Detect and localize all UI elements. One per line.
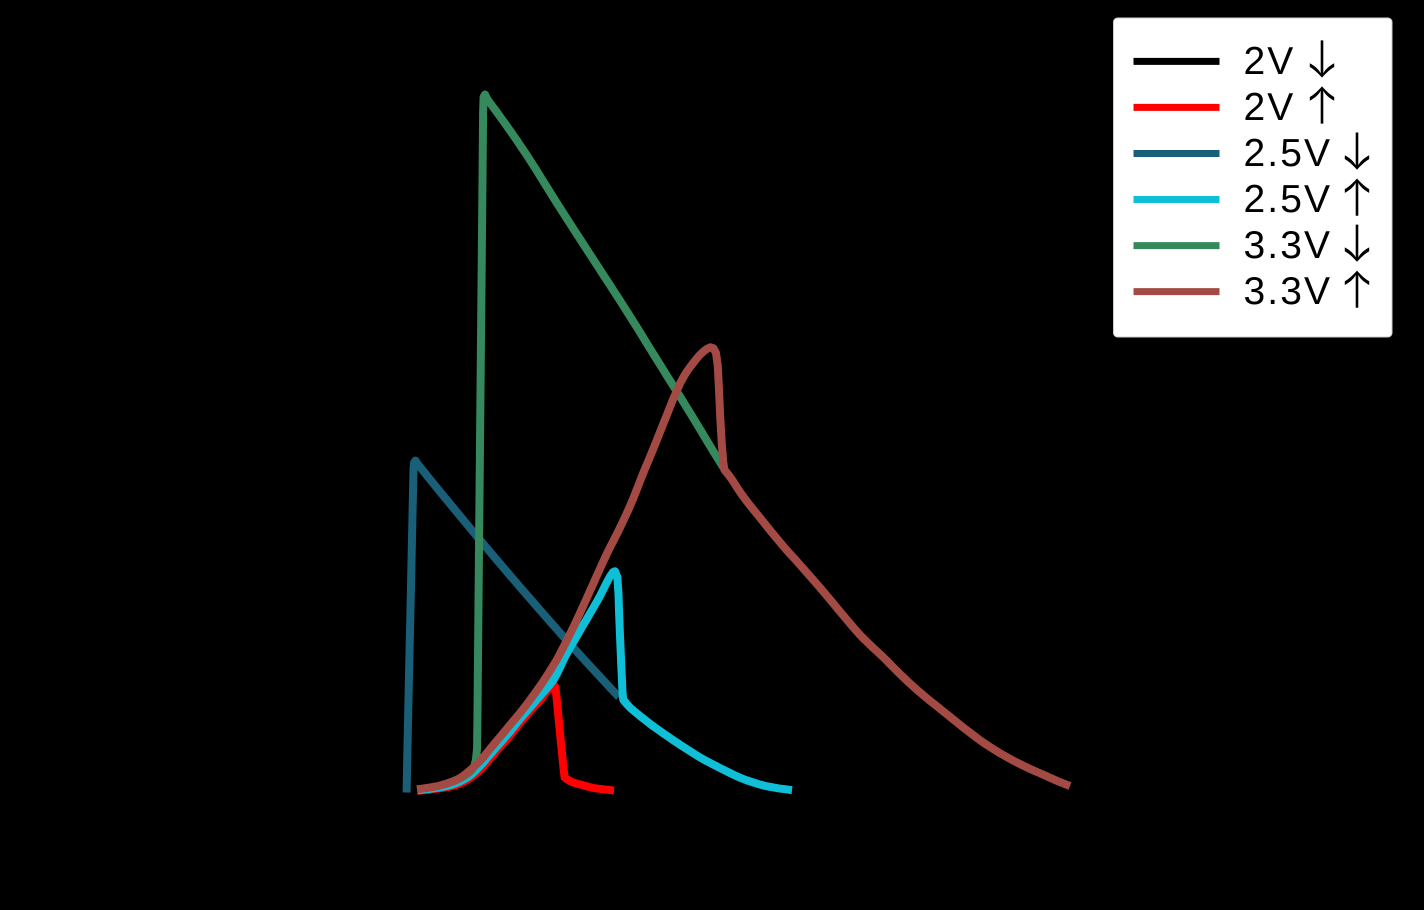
svg-text:2.5V: 2.5V [1244, 132, 1333, 175]
svg-text:2V: 2V [1244, 40, 1296, 83]
svg-text:3.3V: 3.3V [1244, 224, 1333, 267]
svg-text:2.5V: 2.5V [1244, 178, 1333, 221]
svg-text:2V: 2V [1244, 86, 1296, 129]
svg-text:3.3V: 3.3V [1244, 270, 1333, 313]
